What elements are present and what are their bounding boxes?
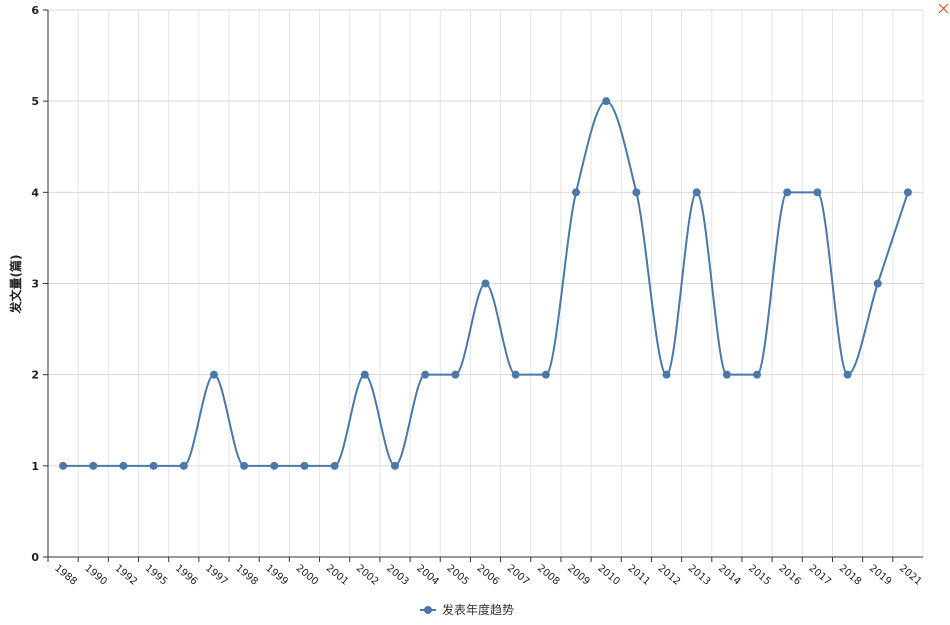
- data-point: [209, 370, 218, 379]
- x-tick-label: 2000: [294, 563, 321, 588]
- x-tick-label: 2006: [475, 563, 502, 588]
- x-tick-label: 2019: [867, 563, 894, 588]
- data-point: [89, 461, 98, 470]
- data-point: [360, 370, 369, 379]
- data-point: [421, 370, 430, 379]
- data-point: [903, 188, 912, 197]
- data-point: [572, 188, 581, 197]
- x-tick-label: 1992: [113, 563, 140, 588]
- series-line: [63, 100, 909, 467]
- x-tick-label: 2003: [384, 563, 411, 588]
- data-point: [59, 461, 68, 470]
- data-point: [692, 188, 701, 197]
- x-tick-label: 2015: [746, 563, 773, 588]
- y-tick-label: 2: [31, 369, 39, 382]
- x-tick-label: 2018: [837, 563, 864, 588]
- y-tick-label: 0: [31, 551, 39, 564]
- legend-label: 发表年度趋势: [442, 602, 514, 617]
- data-point: [330, 461, 339, 470]
- data-point: [813, 188, 822, 197]
- x-tick-label: 1995: [143, 563, 170, 588]
- y-tick-label: 1: [31, 460, 39, 473]
- x-tick-label: 1997: [203, 563, 230, 588]
- x-tick-label: 2001: [324, 563, 351, 588]
- data-point: [240, 461, 249, 470]
- data-point: [602, 97, 611, 106]
- data-point: [873, 279, 882, 288]
- x-tick-label: 2002: [354, 563, 381, 588]
- data-point: [300, 461, 309, 470]
- x-tick-label: 2017: [806, 563, 833, 588]
- x-tick-label: 2010: [595, 563, 622, 588]
- data-point: [451, 370, 460, 379]
- x-tick-label: 2011: [625, 563, 652, 588]
- x-tick-label: 1988: [52, 563, 79, 588]
- data-point: [119, 461, 128, 470]
- data-point: [390, 461, 399, 470]
- y-axis-label: 发文量(篇): [8, 255, 23, 315]
- x-tick-label: 2004: [414, 563, 441, 588]
- x-tick-label: 2005: [444, 563, 471, 588]
- close-icon[interactable]: [938, 3, 949, 14]
- y-tick-label: 4: [31, 186, 39, 199]
- x-tick-label: 2014: [716, 563, 743, 588]
- data-point: [541, 370, 550, 379]
- data-point: [753, 370, 762, 379]
- x-tick-label: 2007: [505, 563, 532, 588]
- data-point: [481, 279, 490, 288]
- data-point: [179, 461, 188, 470]
- y-tick-label: 5: [31, 95, 39, 108]
- data-point: [783, 188, 792, 197]
- x-tick-label: 2008: [535, 563, 562, 588]
- data-point: [270, 461, 279, 470]
- y-tick-label: 3: [31, 278, 39, 291]
- x-tick-label: 2009: [565, 563, 592, 588]
- data-point: [843, 370, 852, 379]
- x-tick-label: 1998: [233, 563, 260, 588]
- x-tick-label: 2021: [897, 563, 924, 588]
- data-point: [632, 188, 641, 197]
- data-point: [149, 461, 158, 470]
- x-tick-label: 1996: [173, 563, 200, 588]
- legend-marker: [424, 606, 432, 614]
- data-point: [722, 370, 731, 379]
- x-tick-label: 1990: [82, 563, 109, 588]
- x-tick-label: 1999: [263, 563, 290, 588]
- x-tick-label: 2013: [686, 563, 713, 588]
- data-point: [662, 370, 671, 379]
- y-tick-label: 6: [31, 4, 39, 17]
- data-point: [511, 370, 520, 379]
- x-tick-label: 2016: [776, 563, 803, 588]
- x-tick-label: 2012: [656, 563, 683, 588]
- close-button[interactable]: [938, 3, 949, 14]
